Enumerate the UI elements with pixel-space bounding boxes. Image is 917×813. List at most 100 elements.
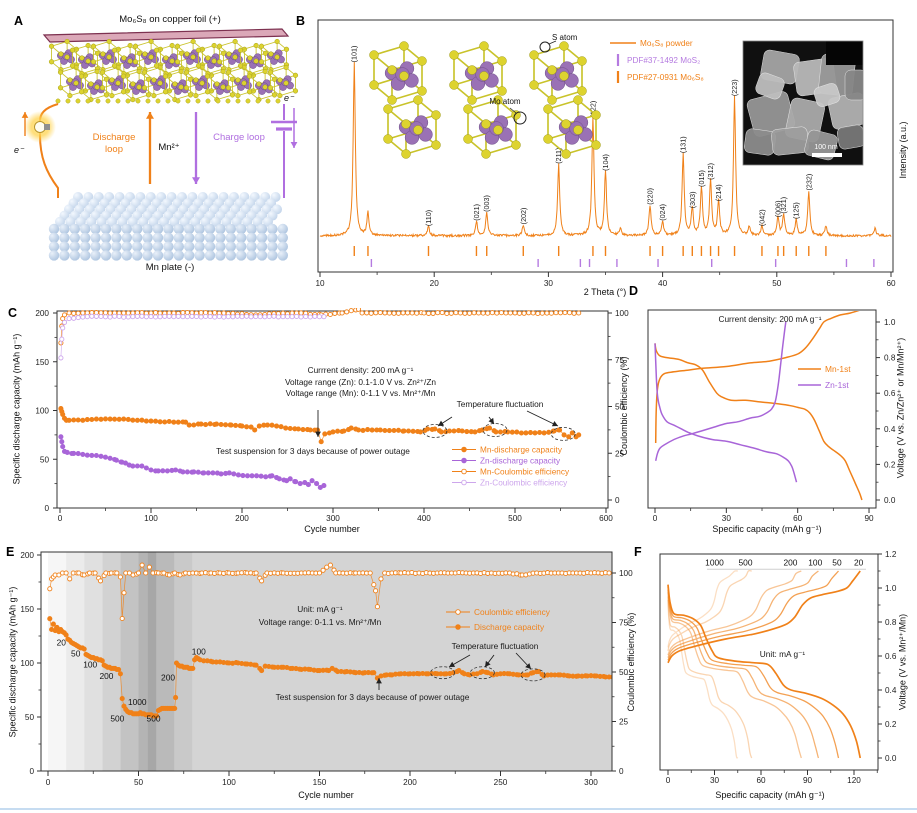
svg-text:200: 200 <box>35 309 49 318</box>
svg-text:30: 30 <box>722 514 732 523</box>
svg-text:(321): (321) <box>779 197 788 214</box>
profile-rate-label: 1000 <box>705 557 724 567</box>
series-zn-coulombic-efficiency <box>58 313 327 361</box>
svg-text:(015): (015) <box>697 170 706 187</box>
svg-text:(312): (312) <box>706 163 715 180</box>
svg-text:300: 300 <box>326 514 340 523</box>
cycling-legend-label: Zn-Coulombic efficiency <box>480 479 568 488</box>
rate-vrange-note: Voltage range: 0-1.1 vs. Mn²⁺/Mn <box>258 617 382 627</box>
svg-text:(211): (211) <box>554 148 563 164</box>
svg-text:0: 0 <box>44 504 49 513</box>
panel-a-letter: A <box>14 14 24 28</box>
rate-legend-label: Discharge capacity <box>474 622 545 632</box>
first-cycle-ylabel: Voltage (V vs. Zn/Zn²⁺ or Mn/Mn²⁺) <box>895 337 906 479</box>
cycling-legend-label: Mn-discharge capacity <box>480 446 563 455</box>
svg-text:90: 90 <box>864 514 874 523</box>
series-zn-1st-discharge <box>654 343 798 483</box>
svg-text:0: 0 <box>46 778 51 787</box>
svg-text:1.2: 1.2 <box>885 550 897 559</box>
series-mn-1st-charge <box>654 311 860 444</box>
svg-text:150: 150 <box>313 778 327 787</box>
rate-step-label: 500 <box>147 713 161 723</box>
rate-xlabel: Cycle number <box>298 790 354 800</box>
mn-plate-label: Mn plate (-) <box>145 262 195 273</box>
first-cycle-xlabel: Specific capacity (mAh g⁻¹) <box>712 524 822 534</box>
svg-text:0: 0 <box>58 514 63 523</box>
svg-text:150: 150 <box>20 605 34 614</box>
series-zn-discharge-capacity <box>58 434 327 491</box>
panel-f-letter: F <box>634 545 642 559</box>
svg-text:60: 60 <box>886 279 896 288</box>
rate-legend-label: Coulombic efficiency <box>474 607 551 617</box>
svg-text:(024): (024) <box>658 204 667 221</box>
svg-text:(214): (214) <box>714 184 723 201</box>
profile-1000mA <box>667 570 739 759</box>
svg-text:50: 50 <box>772 279 782 288</box>
rate-step-label: 100 <box>83 659 97 669</box>
svg-text:0.8: 0.8 <box>885 618 897 627</box>
svg-text:(042): (042) <box>757 209 766 226</box>
profiles-ylabel: Voltage (V vs. Mn²⁺/Mn) <box>897 613 908 711</box>
panel-f-profiles-chart: 1000 500 200 100 50 200 30 60 90 1200.00.20.40.60… <box>659 550 897 785</box>
xrd-ylabel: Intensity (a.u.) <box>898 121 908 179</box>
sem-image-inset: 100 nm <box>743 41 863 165</box>
svg-text:200: 200 <box>20 551 34 560</box>
rate-step-label: 1000 <box>128 697 147 707</box>
rate-step-label: 20 <box>57 638 67 648</box>
panel-d-letter: D <box>629 284 639 298</box>
first-cycle-header: Current density: 200 mA g⁻¹ <box>718 314 822 324</box>
first-cycle-legend-label: Zn-1st <box>825 380 849 390</box>
mo-atom-label: Mo atom <box>489 97 520 106</box>
panel-d-first-cycle-chart: 0 30 60 90 0.0 0.2 0.4 0.6 0.8 1.0 Mn-1st Zn-1st <box>647 309 896 523</box>
rate-bands <box>48 552 612 771</box>
first-cycle-legend-label: Mn-1st <box>825 364 851 374</box>
profiles-unit-note: Unit: mA g⁻¹ <box>759 649 806 659</box>
profile-rate-label: 20 <box>854 557 864 567</box>
svg-text:(125): (125) <box>792 202 801 219</box>
svg-text:75: 75 <box>615 356 625 365</box>
profile-50mA <box>667 570 840 759</box>
cycling-suspension-note: Test suspension for 3 days because of po… <box>216 446 410 456</box>
series-coulombic-efficiency <box>47 562 612 622</box>
svg-text:0.8: 0.8 <box>884 354 896 363</box>
xrd-legend-label: PDF#27-0931 Mo₆S₈ <box>627 73 704 82</box>
svg-text:(223): (223) <box>730 79 739 96</box>
svg-text:50: 50 <box>134 778 144 787</box>
svg-text:100: 100 <box>144 514 158 523</box>
svg-text:0.2: 0.2 <box>884 460 896 469</box>
cycling-conditions-line2: Voltage range (Zn): 0.1-1.0 V vs. Zn²⁺/Z… <box>284 376 437 387</box>
svg-text:1.0: 1.0 <box>884 318 896 327</box>
svg-text:10: 10 <box>315 279 325 288</box>
profile-rate-label: 100 <box>808 557 822 567</box>
svg-text:60: 60 <box>756 776 766 785</box>
rate-step-label: 200 <box>161 672 175 682</box>
svg-text:(110): (110) <box>424 210 433 226</box>
svg-text:600: 600 <box>599 514 613 523</box>
svg-text:300: 300 <box>584 778 598 787</box>
svg-text:200: 200 <box>403 778 417 787</box>
panel-e-letter: E <box>6 545 15 559</box>
rate-suspension-note: Test suspension for 3 days because of po… <box>275 692 470 702</box>
svg-text:20: 20 <box>430 279 440 288</box>
svg-text:(003): (003) <box>482 195 491 212</box>
svg-text:0.6: 0.6 <box>884 389 896 398</box>
svg-text:(101): (101) <box>350 46 359 63</box>
svg-text:0: 0 <box>615 496 620 505</box>
series-zn-1st-charge <box>654 321 787 461</box>
xrd-legend-label: PDF#37-1492 MoS₂ <box>627 56 700 65</box>
svg-text:50: 50 <box>40 455 50 464</box>
series-mn-1st-discharge <box>654 343 863 501</box>
svg-text:30: 30 <box>544 279 554 288</box>
profile-rate-label: 200 <box>783 557 797 567</box>
rate-ylabel-right: Coulombic efficiency (%) <box>626 612 636 712</box>
series-discharge-capacity <box>47 616 612 719</box>
discharge-loop-label: Discharge loop <box>92 132 136 155</box>
svg-text:40: 40 <box>658 279 668 288</box>
electron-label-right: e⁻ <box>284 93 294 103</box>
profile-100mA <box>667 570 820 759</box>
svg-text:(202): (202) <box>519 208 528 225</box>
svg-text:75: 75 <box>619 619 629 628</box>
